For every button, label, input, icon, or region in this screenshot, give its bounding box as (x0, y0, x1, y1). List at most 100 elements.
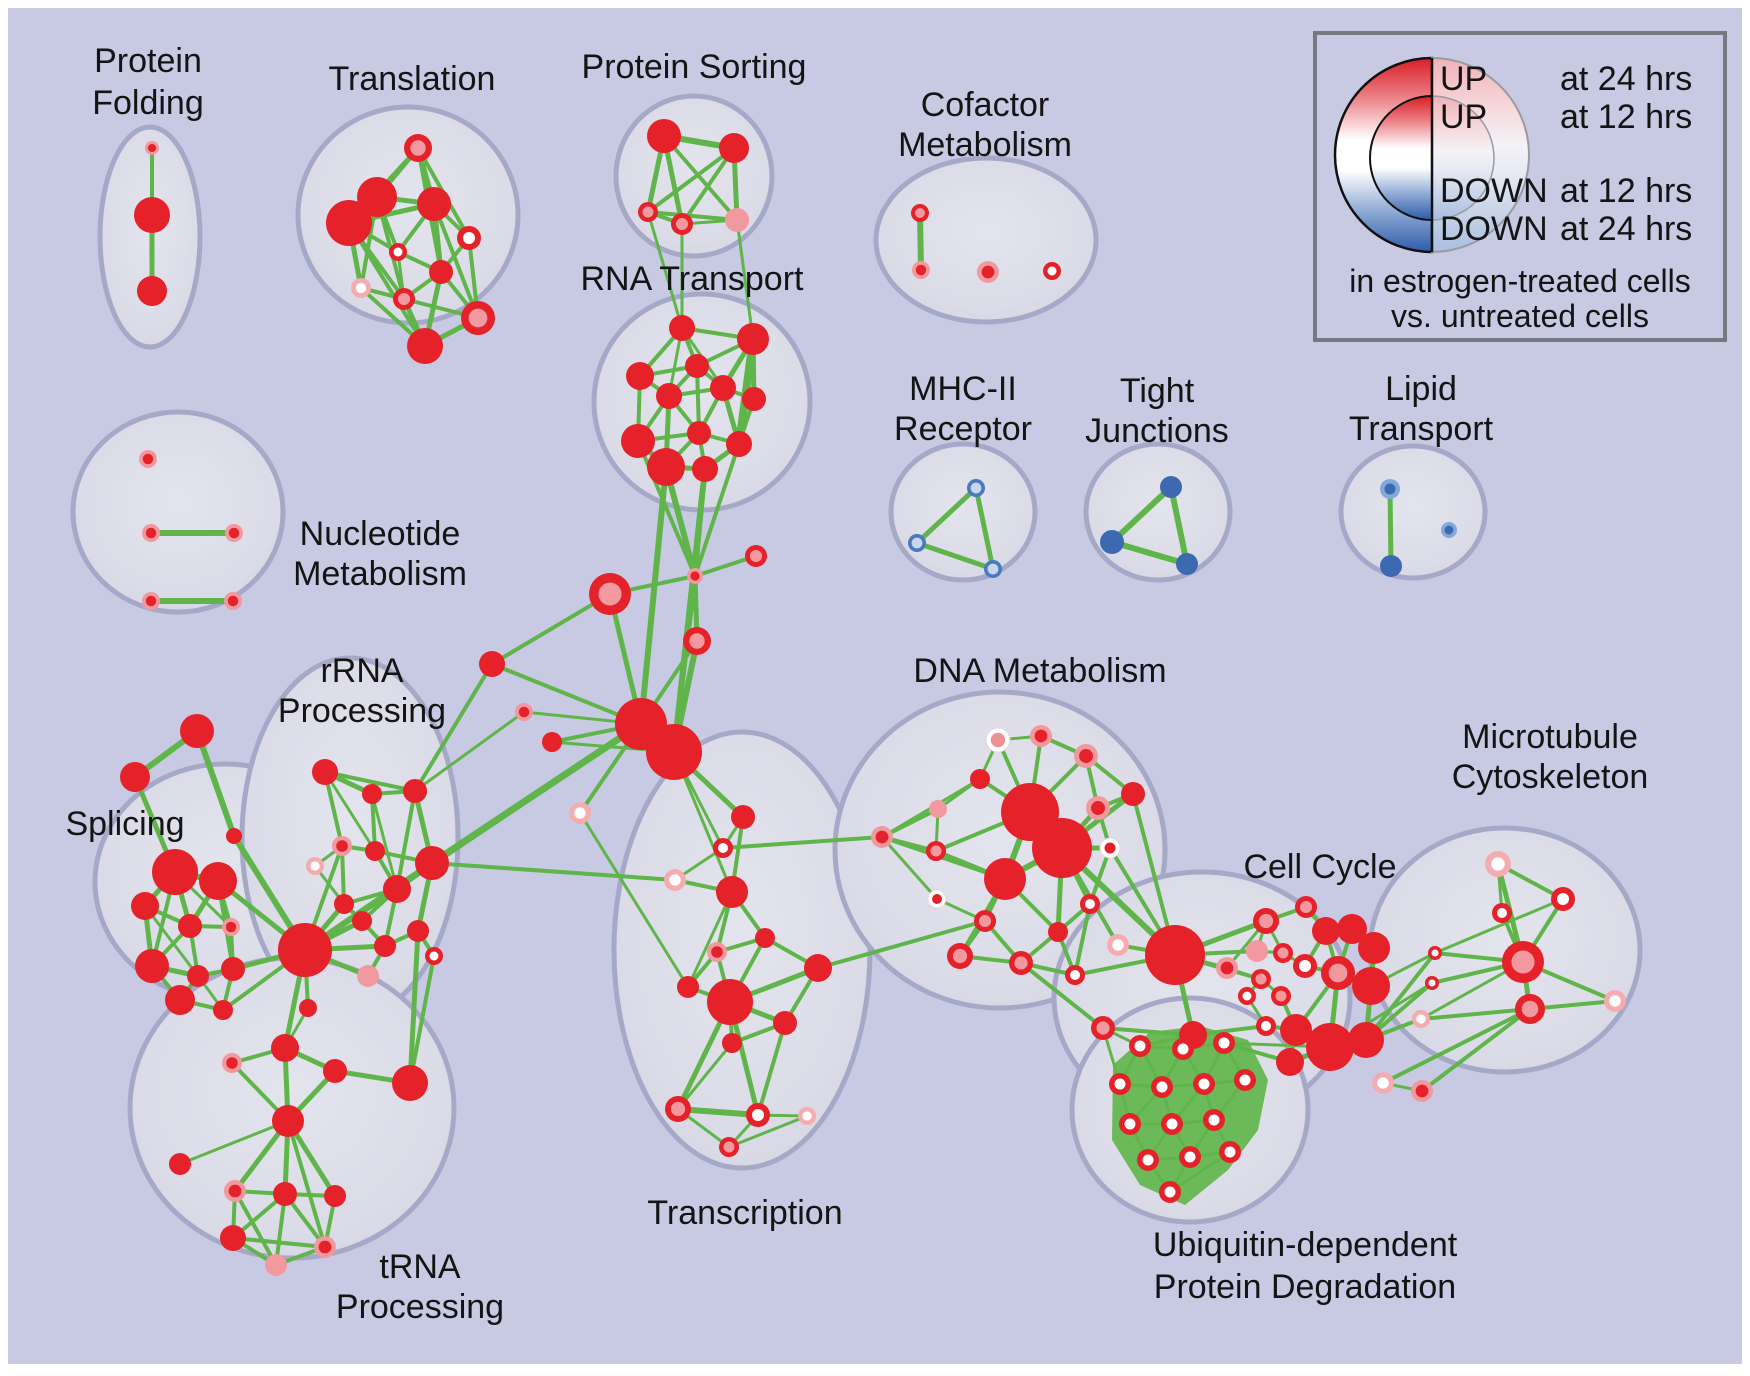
edge-tx9-tx12 (756, 1021, 787, 1117)
node-ps3 (671, 213, 693, 235)
node-rr7-outer (383, 875, 411, 903)
node-sp6-outer (187, 965, 209, 987)
node-tx2-inner (669, 874, 681, 886)
edge-dm0-dm13 (880, 835, 939, 901)
node-tn0 (271, 1034, 299, 1062)
node-j3 (589, 573, 631, 615)
legend-time-0: at 24 hrs (1560, 60, 1692, 98)
node-sp5-outer (135, 949, 169, 983)
node-rr2-outer (403, 779, 427, 803)
node-hb1-outer (646, 724, 702, 780)
node-cc4 (1358, 932, 1390, 964)
cluster-cell-cycle-label: Cell Cycle (1243, 848, 1396, 886)
node-cc19-inner (1096, 1021, 1110, 1035)
node-rr8-outer (415, 846, 449, 880)
edge-px0-tx6 (578, 811, 690, 989)
node-tn9 (220, 1225, 246, 1251)
node-ps1-outer (719, 133, 749, 163)
node-j1 (687, 568, 703, 584)
node-dm3 (1074, 744, 1098, 768)
node-mh0-inner (970, 482, 982, 494)
node-mb0 (1428, 946, 1442, 960)
node-dm8 (926, 841, 946, 861)
edge-tn4-tn5 (178, 1119, 290, 1166)
node-ub2-inner (1218, 1037, 1230, 1049)
node-tj1-outer (1100, 530, 1124, 554)
node-ub10-inner (1142, 1154, 1154, 1166)
node-dm17-inner (952, 948, 968, 964)
node-sp3-outer (178, 914, 202, 938)
node-ub11-inner (1184, 1151, 1196, 1163)
node-cc17-inner (1220, 961, 1234, 975)
node-dm18 (1009, 951, 1033, 975)
edge-tx13-tx14 (727, 1114, 809, 1149)
node-ps2 (638, 202, 658, 222)
node-rt7 (621, 424, 655, 458)
node-tr0 (404, 134, 432, 162)
node-st1-outer (120, 762, 150, 792)
node-mh1 (908, 534, 926, 552)
edge-hb0-b1 (490, 662, 643, 726)
node-tj0 (1160, 476, 1182, 498)
node-dm15 (1080, 894, 1100, 914)
node-tr2-outer (417, 187, 451, 221)
node-tx10-outer (722, 1033, 742, 1053)
legend-time-2: at 12 hrs (1560, 172, 1692, 210)
node-sp6 (187, 965, 209, 987)
node-dm1-inner (990, 732, 1006, 748)
node-ub3 (1109, 1073, 1131, 1095)
node-cm1-inner (915, 264, 927, 276)
edge-cc16-mb0 (1364, 951, 1437, 1042)
node-sp4 (222, 918, 240, 936)
node-tx8 (707, 979, 753, 1025)
node-cc14-outer (1280, 1014, 1312, 1046)
node-cc15 (1306, 1023, 1354, 1071)
node-ub1-inner (1177, 1043, 1189, 1055)
node-dm19 (1065, 965, 1085, 985)
node-tn8-outer (324, 1185, 346, 1207)
node-rt11 (692, 456, 718, 482)
edge-ps2-ps4 (646, 210, 739, 222)
node-rt6 (742, 387, 766, 411)
node-lt2 (1380, 555, 1402, 577)
edge-lt0-lt2 (1387, 486, 1394, 569)
node-ps0-outer (647, 119, 681, 153)
cluster-rna-transport-label: RNA Transport (581, 260, 805, 298)
edge-tr2-tr9 (432, 202, 480, 320)
node-cc6-inner (1277, 947, 1289, 959)
legend-time-1: at 12 hrs (1560, 98, 1692, 136)
node-cc11 (1238, 987, 1256, 1005)
node-rr10-outer (374, 935, 396, 957)
node-ps0 (647, 119, 681, 153)
node-rr0 (312, 759, 338, 785)
node-tn7 (273, 1182, 297, 1206)
cluster-rrna-processing-label: rRNA Processing (278, 652, 446, 730)
node-tn11 (265, 1254, 287, 1276)
node-tr10-outer (407, 328, 443, 364)
node-rt0 (669, 315, 695, 341)
node-ub5 (1193, 1073, 1215, 1095)
cluster-cofactor-metabolism-label: Cofactor Metabolism (898, 86, 1072, 164)
node-dm13 (927, 889, 947, 909)
edge-ch1-cc19 (1101, 1026, 1195, 1037)
node-ub9 (1203, 1109, 1225, 1131)
node-dm16-outer (1048, 922, 1068, 942)
node-cc5 (1246, 940, 1268, 962)
node-dm18-inner (1014, 956, 1028, 970)
node-dm11 (984, 858, 1026, 900)
node-hx0 (542, 732, 562, 752)
node-tn6 (224, 1180, 246, 1202)
node-rr9 (352, 911, 372, 931)
edge-sp2-sp6 (143, 904, 200, 978)
node-pf0-inner (147, 143, 157, 153)
node-ub10 (1137, 1149, 1159, 1171)
node-mt2 (1492, 903, 1512, 923)
node-tx6 (677, 976, 699, 998)
node-mt3-inner (1511, 950, 1535, 974)
node-rr8 (415, 846, 449, 880)
node-mt4-inner (1521, 1000, 1539, 1018)
legend-caption-line-1: in estrogen-treated cells (1349, 263, 1691, 299)
node-ps4 (725, 208, 749, 232)
node-ub6 (1234, 1069, 1256, 1091)
node-rr13 (425, 947, 443, 965)
